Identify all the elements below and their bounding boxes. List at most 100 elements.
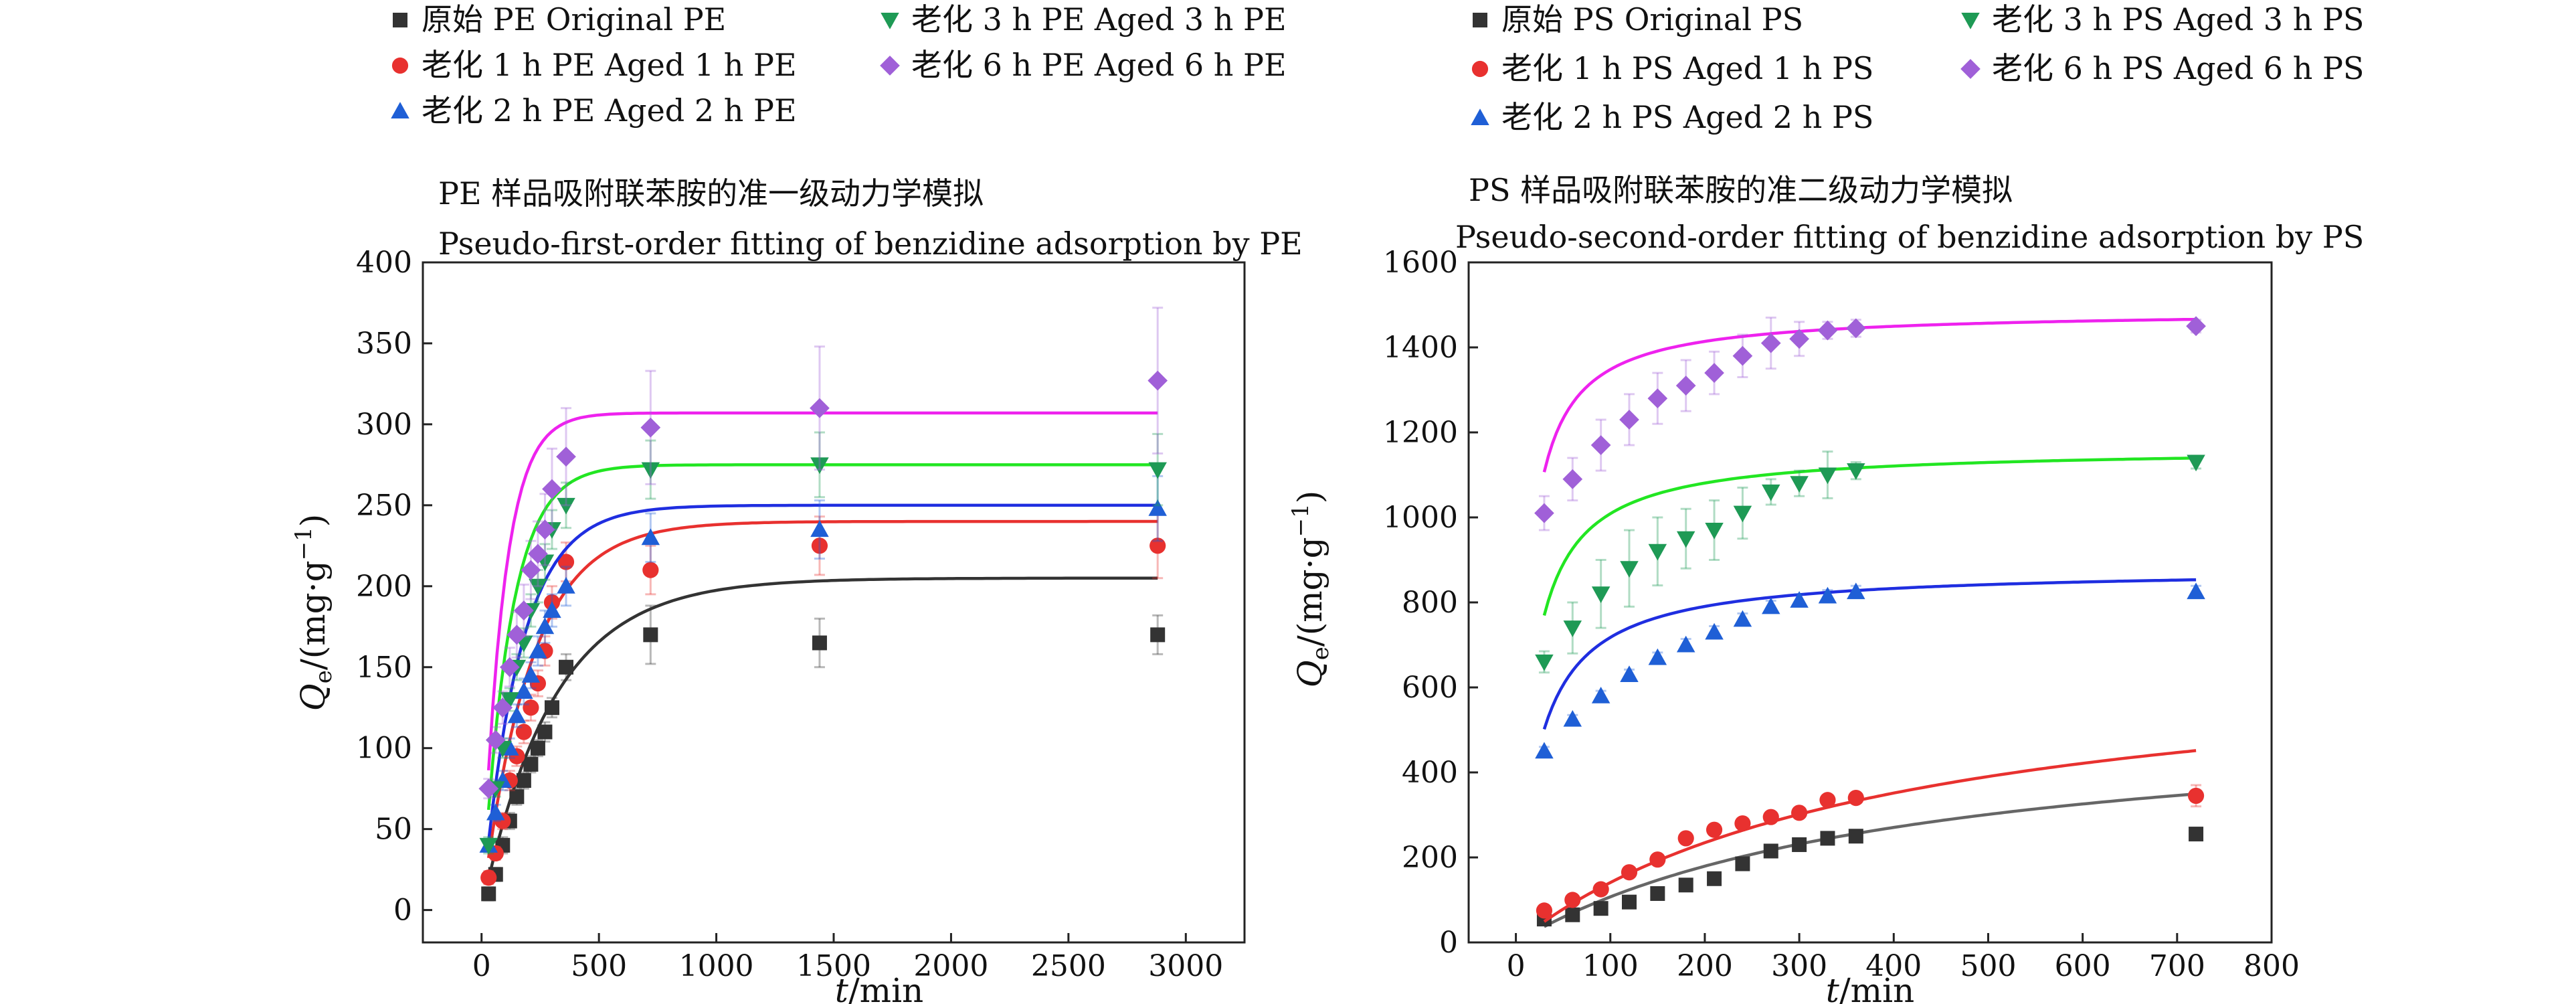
ps-data-point-2 <box>1733 610 1752 627</box>
ps-data-point-3 <box>1818 467 1837 485</box>
pe-legend-item-aged-1h: 老化 1 h PE Aged 1 h PE <box>391 47 797 83</box>
pe-legend-label-original: 原始 PE Original PE <box>422 1 726 37</box>
pe-data-point-0 <box>559 659 574 675</box>
pe-data-point-4 <box>1147 370 1168 391</box>
ps-legend-marker <box>1471 108 1489 125</box>
ps-data-point-3 <box>1648 543 1667 561</box>
ps-x-tick-label: 0 <box>1507 949 1526 983</box>
ps-legend-item-aged-2h: 老化 2 h PS Aged 2 h PS <box>1471 99 1873 135</box>
ps-data-point-4 <box>1647 388 1668 409</box>
ps-fit-line-0 <box>1543 792 2197 928</box>
ps-data-point-3 <box>1620 561 1639 578</box>
pe-legend-item-aged-2h: 老化 2 h PE Aged 2 h PE <box>391 92 797 129</box>
ps-data-point-0 <box>1565 907 1580 922</box>
pe-data-point-0 <box>481 886 496 902</box>
pe-legend-item-original: 原始 PE Original PE <box>393 1 726 37</box>
pe-legend-marker <box>881 13 899 29</box>
ps-data-point-4 <box>1590 435 1611 455</box>
ps-x-tick-label: 200 <box>1677 949 1733 983</box>
ps-chart-subtitle: Pseudo-second-order fitting of benzidine… <box>1455 219 2364 255</box>
pe-data-point-3 <box>810 457 829 475</box>
pe-data-point-2 <box>810 520 829 537</box>
pe-data-point-4 <box>514 600 534 620</box>
ps-data-point-1 <box>1819 792 1836 809</box>
pe-data-point-2 <box>521 666 541 683</box>
ps-fit-line-4 <box>1542 317 2197 473</box>
pe-chart-panel: 原始 PE Original PE 老化 1 h PE Aged 1 h PE … <box>290 1 1303 1004</box>
pe-data-point-4 <box>640 417 661 438</box>
ps-legend-marker <box>1960 59 1981 79</box>
ps-legend-label-original: 原始 PS Original PS <box>1501 1 1803 37</box>
pe-data-point-0 <box>812 635 827 651</box>
ps-legend-item-original: 原始 PS Original PS <box>1473 1 1803 37</box>
pe-y-tick-label: 150 <box>356 651 412 685</box>
ps-data-point-3 <box>1591 586 1611 604</box>
ps-data-point-1 <box>1734 815 1751 832</box>
ps-data-point-2 <box>2187 582 2205 600</box>
ps-y-tick-label: 800 <box>1402 586 1458 620</box>
ps-y-axis-title: Qe/(mg·g−1) <box>1287 491 1334 687</box>
ps-data-point-1 <box>1592 881 1609 898</box>
ps-data-point-4 <box>1704 363 1724 383</box>
ps-x-tick-label: 700 <box>2149 949 2205 983</box>
pe-data-point-4 <box>485 730 506 750</box>
pe-legend-item-aged-3h: 老化 3 h PE Aged 3 h PE <box>881 1 1287 37</box>
pe-y-tick-label: 250 <box>356 489 412 523</box>
ps-plot-frame <box>1467 261 2273 944</box>
pe-legend-label-aged-2h: 老化 2 h PE Aged 2 h PE <box>422 92 797 129</box>
pe-data-point-0 <box>1150 627 1166 643</box>
ps-legend-item-aged-6h: 老化 6 h PS Aged 6 h PS <box>1960 50 2364 86</box>
pe-data-point-0 <box>530 740 545 756</box>
pe-y-tick-label: 0 <box>393 894 412 928</box>
pe-y-tick-label: 50 <box>375 813 412 847</box>
ps-data-point-1 <box>1621 864 1638 881</box>
pe-x-axis-title: t/min <box>835 971 924 1004</box>
pe-chart-title: PE 样品吸附联苯胺的准一级动力学模拟 <box>438 175 984 212</box>
ps-y-tick-label: 1400 <box>1383 331 1458 365</box>
pe-data-point-3 <box>479 837 498 855</box>
pe-data-point-4 <box>528 543 548 564</box>
ps-data-point-3 <box>1705 523 1724 539</box>
ps-chart-title: PS 样品吸附联苯胺的准二级动力学模拟 <box>1469 172 2013 208</box>
ps-data-point-4 <box>1845 318 1866 339</box>
ps-data-point-0 <box>1678 877 1693 893</box>
ps-data-point-0 <box>2189 827 2204 842</box>
ps-data-point-0 <box>1763 843 1778 859</box>
pe-y-tick-label: 200 <box>356 570 412 604</box>
pe-data-point-1 <box>523 699 539 716</box>
ps-data-point-0 <box>1848 829 1863 844</box>
ps-data-point-4 <box>1817 320 1838 341</box>
pe-data-point-4 <box>535 519 555 539</box>
ps-y-tick-label: 600 <box>1402 671 1458 705</box>
pe-data-point-2 <box>507 706 527 724</box>
ps-legend-label-aged-6h: 老化 6 h PS Aged 6 h PS <box>1992 50 2364 86</box>
pe-data-point-3 <box>557 497 575 515</box>
ps-data-point-1 <box>1706 821 1723 838</box>
pe-data-point-1 <box>515 724 532 740</box>
pe-legend-marker <box>880 56 900 76</box>
ps-data-point-2 <box>1790 591 1809 608</box>
ps-legend-label-aged-3h: 老化 3 h PS Aged 3 h PS <box>1992 1 2364 37</box>
ps-data-point-1 <box>2187 787 2205 805</box>
pe-x-tick-label: 1000 <box>679 949 754 983</box>
ps-data-point-2 <box>1563 709 1582 727</box>
pe-data-point-1 <box>557 554 575 570</box>
ps-data-point-2 <box>1705 622 1724 640</box>
ps-data-point-3 <box>1733 505 1752 523</box>
ps-data-point-0 <box>1650 886 1665 901</box>
pe-chart-subtitle: Pseudo-first-order fitting of benzidine … <box>438 226 1303 262</box>
pe-data-point-3 <box>1148 462 1167 479</box>
pe-legend: 原始 PE Original PE 老化 1 h PE Aged 1 h PE … <box>391 1 1287 129</box>
ps-data-point-3 <box>1847 463 1865 480</box>
ps-data-point-1 <box>1564 892 1581 908</box>
pe-x-tick-label: 1500 <box>796 949 871 983</box>
pe-y-tick-label: 400 <box>356 246 412 280</box>
ps-data-point-2 <box>1847 582 1865 600</box>
ps-y-tick-label: 1600 <box>1383 246 1458 280</box>
ps-legend-marker <box>1471 60 1489 78</box>
pe-y-tick-label: 300 <box>356 408 412 442</box>
ps-data-point-1 <box>1677 830 1694 847</box>
ps-data-point-0 <box>1792 837 1807 852</box>
ps-data-point-2 <box>1648 648 1667 665</box>
